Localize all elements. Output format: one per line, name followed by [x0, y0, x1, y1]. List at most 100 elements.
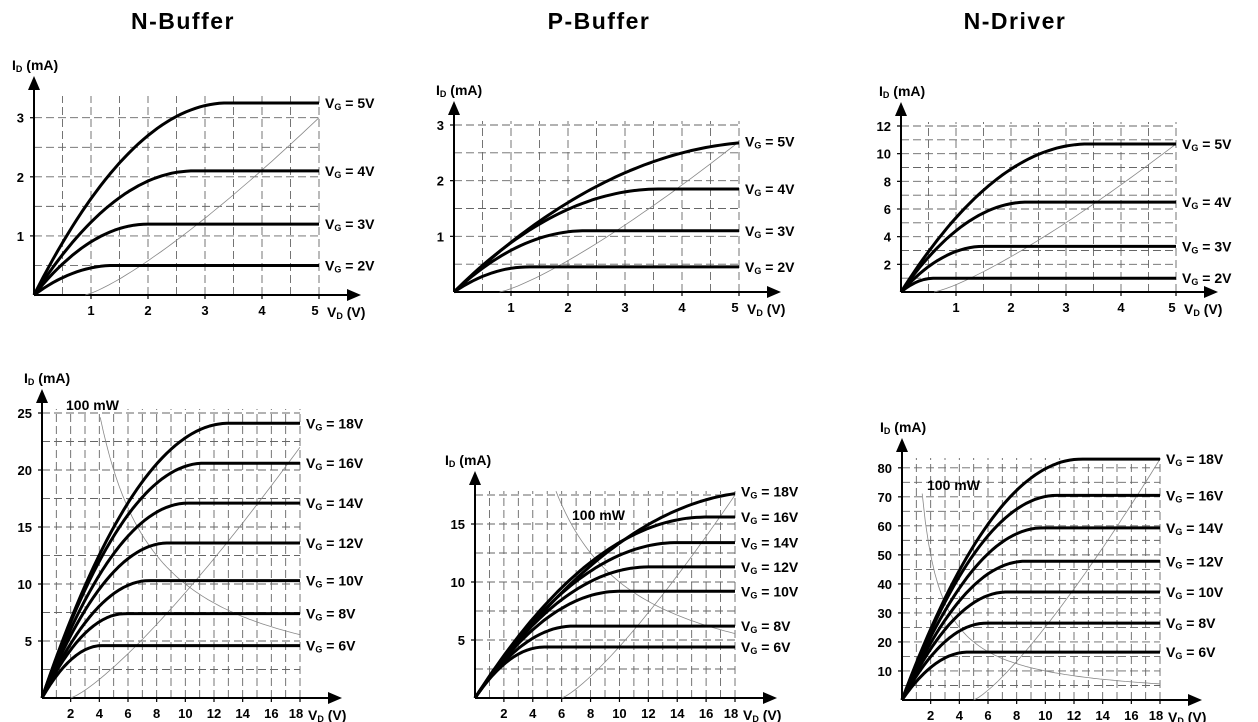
series-label-vg-16v: VG = 16V [306, 455, 364, 472]
series-curve-vg-2v [33, 264, 319, 297]
series-label-vg-2v: VG = 2V [745, 259, 795, 276]
series-label-vg-6v: VG = 6V [306, 638, 356, 655]
y-axis-arrow [28, 76, 40, 90]
series-curve-vg-10v [900, 590, 1160, 701]
series-curve-vg-18v [40, 421, 300, 699]
y-tick-label: 6 [884, 202, 891, 217]
series-label-vg-4v: VG = 4V [1182, 194, 1232, 211]
power-limit-label: 100 mW [927, 477, 981, 493]
series-label-vg-4v: VG = 4V [325, 163, 375, 180]
x-tick-label: 12 [1067, 708, 1081, 722]
x-tick-label: 2 [927, 708, 934, 722]
y-tick-label: 2 [884, 257, 891, 272]
series-label-vg-2v: VG = 2V [1182, 270, 1232, 287]
series-label-vg-12v: VG = 12V [1166, 553, 1224, 570]
series-curve-vg-2v [900, 276, 1176, 294]
series-label-vg-14v: VG = 14V [306, 495, 364, 512]
y-tick-label: 8 [884, 174, 891, 189]
x-tick-label: 2 [564, 300, 571, 315]
x-tick-label: 12 [207, 706, 221, 721]
y-tick-label: 5 [458, 633, 465, 648]
series-curve-vg-12v [900, 559, 1160, 701]
x-axis-arrow [328, 692, 342, 704]
y-tick-label: 50 [878, 548, 892, 563]
x-tick-label: 5 [1168, 300, 1175, 315]
y-tick-label: 10 [877, 147, 891, 162]
y-axis-label: ID (mA) [445, 452, 491, 469]
y-tick-label: 1 [17, 229, 24, 244]
x-tick-label: 4 [678, 300, 686, 315]
series-label-vg-6v: VG = 6V [1166, 644, 1216, 661]
x-tick-label: 5 [311, 303, 318, 318]
x-tick-label: 6 [984, 708, 991, 722]
series-curve-vg-6v [40, 644, 300, 699]
y-tick-label: 30 [878, 606, 892, 621]
x-tick-label: 14 [235, 706, 250, 721]
y-axis-label: ID (mA) [24, 370, 70, 387]
series-curve-vg-3v [899, 244, 1176, 294]
x-tick-label: 18 [1149, 708, 1163, 722]
x-tick-label: 4 [96, 706, 104, 721]
series-label-vg-18v: VG = 18V [306, 415, 364, 432]
x-tick-label: 2 [500, 706, 507, 721]
x-tick-label: 1 [507, 300, 514, 315]
x-axis-label: VD (V) [327, 304, 365, 321]
series-label-vg-12v: VG = 12V [306, 535, 364, 552]
series-curve-vg-14v [900, 526, 1160, 701]
x-axis-arrow [1188, 694, 1202, 706]
series-curve-vg-12v [473, 565, 735, 699]
series-curve-vg-16v [40, 461, 300, 699]
y-tick-label: 2 [17, 170, 24, 185]
grid [42, 409, 301, 698]
x-tick-label: 3 [201, 303, 208, 318]
y-axis-label: ID (mA) [879, 83, 925, 100]
series-label-vg-3v: VG = 3V [745, 223, 795, 240]
y-tick-label: 15 [18, 520, 32, 535]
series-label-vg-12v: VG = 12V [741, 559, 799, 576]
x-tick-label: 8 [153, 706, 160, 721]
x-tick-label: 8 [1013, 708, 1020, 722]
x-tick-label: 6 [558, 706, 565, 721]
x-axis-label: VD (V) [743, 707, 781, 722]
x-axis-arrow [767, 286, 781, 298]
series-curve-vg-14v [40, 501, 300, 699]
series-curve-vg-5v [899, 142, 1176, 293]
series-label-vg-8v: VG = 8V [1166, 615, 1216, 632]
series-label-vg-10v: VG = 10V [1166, 584, 1224, 601]
series-curve-vg-8v [900, 621, 1160, 701]
y-tick-label: 5 [25, 634, 32, 649]
p-buffer-high-chart: ID (mA) VD (V) 2 4 6 8 10 12 14 16 18 5 10 15 100 mW VG… [445, 452, 799, 722]
power-limit-curve [99, 417, 301, 636]
series-label-vg-6v: VG = 6V [741, 639, 791, 656]
y-axis-arrow [469, 471, 481, 485]
x-tick-label: 2 [144, 303, 151, 318]
n-buffer-title: N-Buffer [131, 8, 235, 34]
y-axis-arrow [36, 389, 48, 403]
p-buffer-title: P-Buffer [547, 8, 651, 34]
series-curve-vg-6v [900, 650, 1160, 701]
y-axis-arrow [895, 102, 907, 116]
series-curve-vg-3v [32, 222, 319, 296]
x-tick-label: 10 [178, 706, 192, 721]
grid [34, 96, 320, 295]
series-curve-vg-6v [473, 645, 735, 699]
y-tick-label: 10 [451, 575, 465, 590]
x-axis-label: VD (V) [1184, 301, 1222, 318]
x-tick-label: 3 [621, 300, 628, 315]
series-label-vg-4v: VG = 4V [745, 181, 795, 198]
x-tick-label: 3 [1062, 300, 1069, 315]
y-tick-label: 80 [878, 461, 892, 476]
x-axis-arrow [1204, 286, 1218, 298]
series-curve-vg-3v [452, 229, 739, 294]
x-tick-label: 14 [670, 706, 685, 721]
series-label-vg-5v: VG = 5V [325, 95, 375, 112]
x-tick-label: 16 [264, 706, 278, 721]
x-tick-label: 4 [529, 706, 537, 721]
series-label-vg-3v: VG = 3V [325, 216, 375, 233]
series-label-vg-8v: VG = 8V [741, 618, 791, 635]
p-buffer-low-chart: ID (mA) VD (V) 1 2 3 4 5 1 2 3 VG = 5V VG = 4V VG = … [436, 82, 795, 318]
series-curve-vg-18v [900, 457, 1160, 701]
y-tick-label: 15 [451, 517, 465, 532]
x-axis-label: VD (V) [1168, 709, 1206, 722]
